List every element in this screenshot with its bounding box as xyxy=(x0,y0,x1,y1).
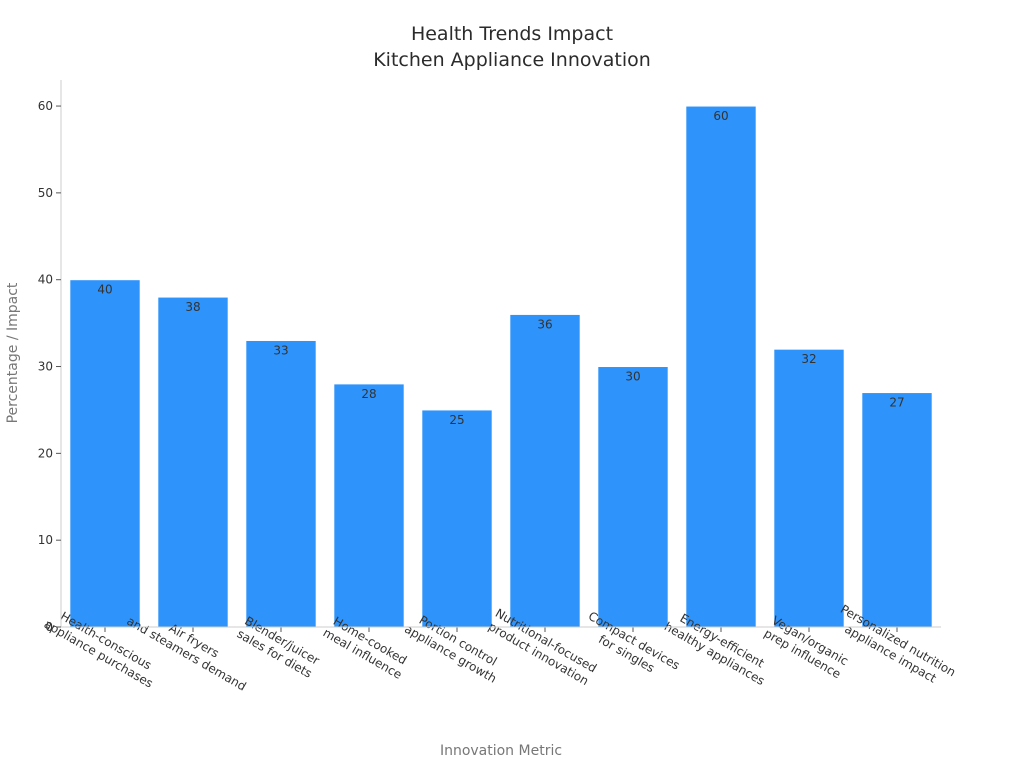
data-label-1: 38 xyxy=(185,300,200,314)
data-label-5: 36 xyxy=(537,317,552,331)
y-tick-label-5: 50 xyxy=(38,186,53,200)
chart-title-line-2: Kitchen Appliance Innovation xyxy=(373,49,651,71)
y-tick-label-2: 20 xyxy=(38,446,53,460)
y-tick-label-3: 30 xyxy=(38,360,53,374)
data-label-9: 27 xyxy=(889,396,904,410)
bar-1 xyxy=(157,296,229,628)
bars-layer: 40 38 33 28 25 36 30 60 32 27 xyxy=(69,105,933,628)
y-tick-label-4: 40 xyxy=(38,273,53,287)
y-tick-label-6: 60 xyxy=(38,99,53,113)
bar-2 xyxy=(245,339,317,628)
data-label-3: 28 xyxy=(361,387,376,401)
data-label-7: 60 xyxy=(713,109,728,123)
y-axis-title: Percentage / Impact xyxy=(5,282,21,423)
data-label-6: 30 xyxy=(625,370,640,384)
bar-4 xyxy=(421,409,493,628)
y-tick-label-1: 10 xyxy=(38,533,53,547)
y-tick-label-0: 0 xyxy=(45,620,53,634)
bar-3 xyxy=(333,383,405,628)
x-axis-title: Innovation Metric xyxy=(440,743,562,759)
data-label-8: 32 xyxy=(801,352,816,366)
bar-0 xyxy=(69,279,141,628)
bar-6 xyxy=(597,366,669,628)
chart-title-line-1: Health Trends Impact xyxy=(411,23,613,45)
data-label-4: 25 xyxy=(449,413,464,427)
bar-7 xyxy=(685,105,757,628)
bar-9 xyxy=(861,392,933,628)
data-label-2: 33 xyxy=(273,343,288,357)
bar-5 xyxy=(509,313,581,628)
bar-8 xyxy=(773,348,845,628)
data-label-0: 40 xyxy=(97,283,112,297)
